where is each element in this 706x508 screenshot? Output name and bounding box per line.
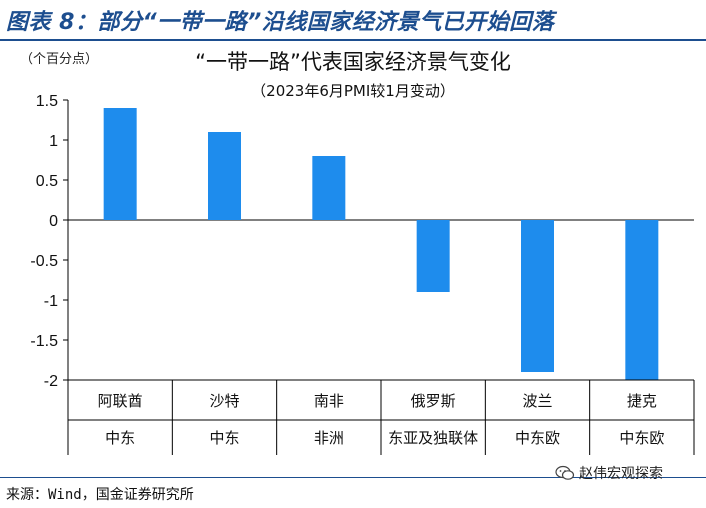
figure-title: 图表 8：部分“一带一路”沿线国家经济景气已开始回落 [6, 10, 555, 35]
region-label: 非洲 [314, 429, 344, 447]
bar-2 [312, 156, 346, 220]
unit-label: （个百分点） [20, 52, 99, 67]
bar-1 [208, 132, 241, 220]
y-tick-label: 0.5 [36, 173, 58, 190]
bar-0 [103, 108, 137, 220]
header-divider [0, 39, 706, 41]
y-tick-label: 1 [49, 133, 58, 150]
category-label: 俄罗斯 [411, 392, 456, 410]
y-tick-label: -2 [44, 373, 58, 390]
y-tick-label: 0 [49, 213, 58, 230]
y-tick-label: -0.5 [30, 253, 58, 270]
chart-subtitle: （2023年6月PMI较1月变动） [251, 82, 455, 100]
footer-divider [0, 477, 706, 478]
region-label: 中东 [209, 429, 239, 447]
figure-header: 图表 8：部分“一带一路”沿线国家经济景气已开始回落 [0, 0, 706, 36]
category-label: 波兰 [522, 392, 552, 410]
wechat-icon [555, 465, 575, 480]
bar-3 [416, 220, 450, 292]
bar-5 [625, 220, 659, 380]
region-label: 中东欧 [619, 429, 664, 447]
category-label: 南非 [314, 392, 344, 410]
bar-4 [521, 220, 554, 372]
region-label: 中东 [105, 429, 135, 447]
y-tick-label: -1.5 [30, 333, 58, 350]
region-label: 东亚及独联体 [388, 429, 478, 447]
y-tick-label: -1 [44, 293, 58, 310]
chart-title: “一带一路”代表国家经济景气变化 [195, 50, 511, 74]
region-label: 中东欧 [515, 429, 560, 447]
y-tick-label: 1.5 [36, 93, 58, 110]
category-label: 阿联酋 [98, 392, 143, 410]
category-label: 沙特 [209, 392, 239, 410]
watermark-text: 赵伟宏观探索 [579, 466, 663, 482]
watermark: 赵伟宏观探索 [555, 463, 663, 483]
source-note: 来源：Wind，国金证券研究所 [6, 487, 194, 503]
category-label: 捷克 [627, 392, 657, 410]
